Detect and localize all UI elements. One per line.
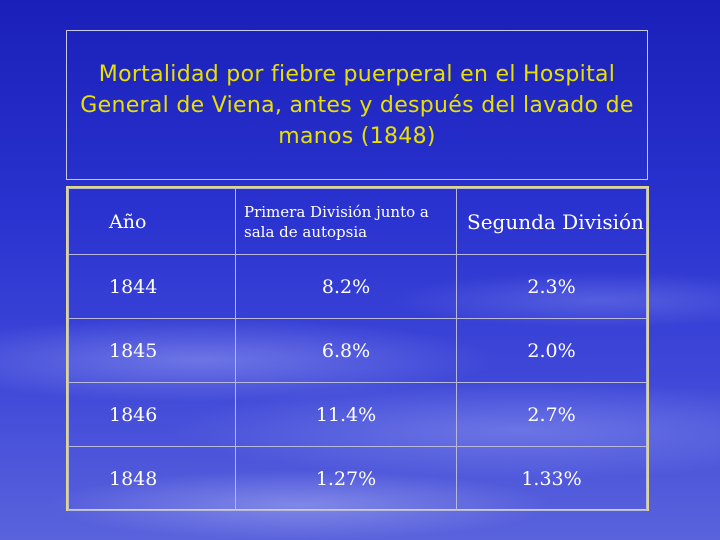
cell-year: 1844: [68, 254, 236, 319]
table-header-row: Año Primera División junto a sala de aut…: [68, 188, 647, 255]
cell-second-division: 2.7%: [456, 382, 647, 447]
table-row: 1846 11.4% 2.7%: [68, 382, 647, 447]
header-year: Año: [68, 188, 236, 255]
cell-first-division: 11.4%: [235, 382, 457, 447]
header-first-division: Primera División junto a sala de autopsi…: [235, 188, 457, 255]
slide-title: Mortalidad por fiebre puerperal en el Ho…: [80, 61, 634, 149]
mortality-table: Año Primera División junto a sala de aut…: [66, 186, 649, 511]
cell-first-division: 1.27%: [235, 446, 457, 511]
table-row: 1844 8.2% 2.3%: [68, 254, 647, 319]
title-box: Mortalidad por fiebre puerperal en el Ho…: [66, 30, 648, 180]
table: Año Primera División junto a sala de aut…: [68, 188, 647, 511]
header-second-division: Segunda División: [456, 188, 647, 255]
cell-year: 1848: [68, 446, 236, 511]
cell-first-division: 6.8%: [235, 318, 457, 383]
cell-second-division: 1.33%: [456, 446, 647, 511]
cell-first-division: 8.2%: [235, 254, 457, 319]
cell-second-division: 2.3%: [456, 254, 647, 319]
cell-year: 1845: [68, 318, 236, 383]
cell-year: 1846: [68, 382, 236, 447]
table-row: 1845 6.8% 2.0%: [68, 318, 647, 383]
table-row: 1848 1.27% 1.33%: [68, 446, 647, 511]
cell-second-division: 2.0%: [456, 318, 647, 383]
